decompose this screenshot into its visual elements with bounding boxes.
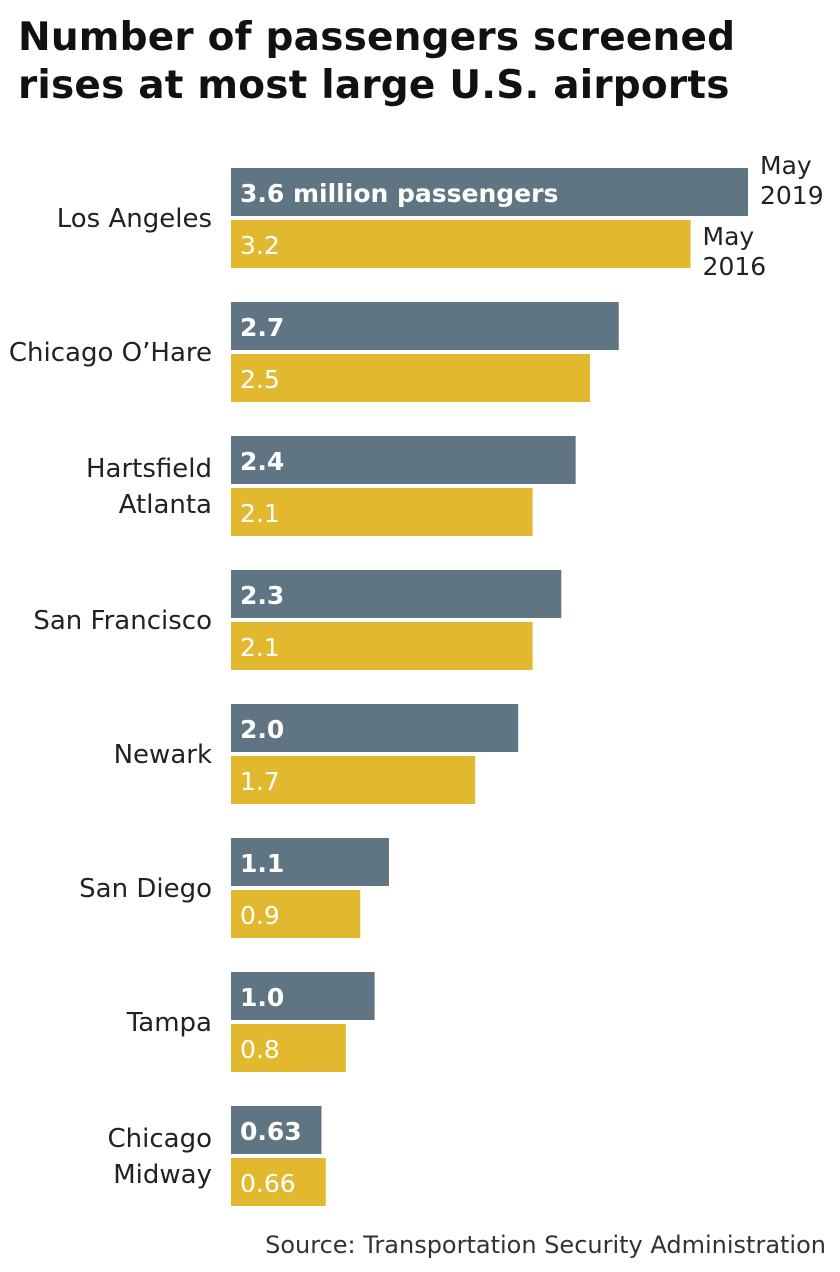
bar-value-label: 2.1 xyxy=(240,633,280,662)
bar-value-label: 1.1 xyxy=(240,849,284,878)
bar-value-label: 0.63 xyxy=(240,1117,302,1146)
series-annotation: May xyxy=(760,151,812,180)
category-label: Los Angeles xyxy=(57,204,212,234)
category-label: Chicago O’Hare xyxy=(9,338,212,368)
bar-value-label: 2.4 xyxy=(240,447,284,476)
category-label: Chicago xyxy=(108,1124,213,1154)
bar-2016 xyxy=(231,488,533,536)
bar-value-label: 2.3 xyxy=(240,581,284,610)
bar-value-label: 2.1 xyxy=(240,499,280,528)
bar-2016 xyxy=(231,1158,326,1206)
category-label: Tampa xyxy=(126,1008,212,1038)
bar-value-label: 2.5 xyxy=(240,365,280,394)
chart-title: Number of passengers screened rises at m… xyxy=(18,15,736,108)
bar-2016 xyxy=(231,1024,346,1072)
bar-value-label: 3.6 million passengers xyxy=(240,179,558,208)
category-label: Newark xyxy=(114,740,212,770)
bar-2016 xyxy=(231,220,691,268)
bar-2016 xyxy=(231,756,476,804)
category-label: Atlanta xyxy=(119,490,212,520)
bar-value-label: 0.66 xyxy=(240,1169,296,1198)
category-label: Hartsfield xyxy=(86,454,212,484)
bar-value-label: 3.2 xyxy=(240,231,280,260)
bar-2019 xyxy=(231,168,748,216)
bar-value-label: 2.7 xyxy=(240,313,284,342)
bar-2019 xyxy=(231,972,375,1020)
bar-value-label: 1.7 xyxy=(240,767,280,796)
bar-2019 xyxy=(231,1106,322,1154)
bar-value-label: 1.0 xyxy=(240,983,284,1012)
bar-2019 xyxy=(231,302,619,350)
series-annotation: 2016 xyxy=(703,252,767,281)
category-label: Midway xyxy=(113,1160,212,1190)
category-label: San Diego xyxy=(79,874,212,904)
bar-2019 xyxy=(231,838,389,886)
bar-2016 xyxy=(231,354,591,402)
bar-2016 xyxy=(231,622,533,670)
bar-value-label: 0.9 xyxy=(240,901,280,930)
bar-2019 xyxy=(231,570,562,618)
category-label: San Francisco xyxy=(33,606,212,636)
bar-2019 xyxy=(231,704,519,752)
series-annotation: May xyxy=(703,222,755,251)
series-annotation: 2019 xyxy=(760,181,824,210)
bar-2016 xyxy=(231,890,361,938)
source-note: Source: Transportation Security Administ… xyxy=(265,1231,826,1259)
bar-value-label: 0.8 xyxy=(240,1035,280,1064)
bar-2019 xyxy=(231,436,576,484)
bar-value-label: 2.0 xyxy=(240,715,284,744)
